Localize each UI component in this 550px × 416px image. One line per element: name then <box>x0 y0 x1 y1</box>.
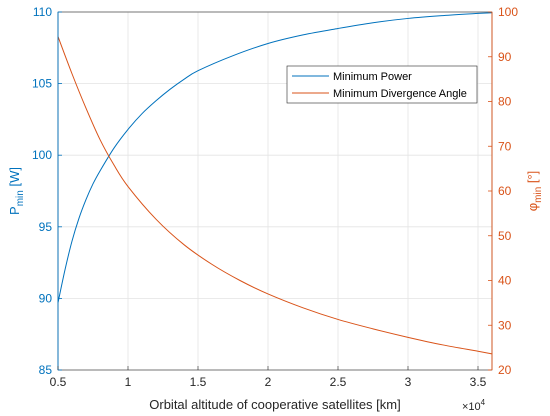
right-y-axis-label: φmin [°] <box>525 171 544 212</box>
right-y-tick-label: 80 <box>498 95 512 109</box>
right-y-tick-label: 100 <box>498 5 518 19</box>
series-line-minimum-divergence-angle <box>57 36 493 355</box>
left-y-tick-label: 100 <box>32 148 52 162</box>
plot-area-background <box>58 12 492 370</box>
x-tick-label: 2 <box>265 375 272 389</box>
right-y-tick-label: 50 <box>498 229 512 243</box>
x-tick-label: 3.5 <box>470 375 487 389</box>
right-y-tick-label: 20 <box>498 363 512 377</box>
right-y-tick-label: 70 <box>498 139 512 153</box>
series-layer <box>57 12 493 355</box>
x-tick-label: 0.5 <box>50 375 67 389</box>
left-y-axis-label: Pmin [W] <box>7 167 26 215</box>
x-axis-multiplier-exponent: 4 <box>481 398 486 407</box>
legend-box <box>286 65 478 104</box>
x-tick-label: 1 <box>125 375 132 389</box>
x-tick-label: 3 <box>405 375 412 389</box>
right-y-axis-label-main: φ <box>525 203 540 211</box>
series-line-minimum-power <box>57 12 493 303</box>
left-y-tick-label: 95 <box>39 220 53 234</box>
x-axis-label: Orbital altitude of cooperative satellit… <box>149 397 400 412</box>
legend-label-minimum-power: Minimum Power <box>333 71 412 83</box>
left-y-tick-label: 90 <box>39 291 53 305</box>
x-axis-multiplier: ×104 <box>462 398 486 413</box>
left-y-axis-label-main: P <box>7 206 22 215</box>
x-axis-multiplier-base: ×10 <box>462 401 481 413</box>
x-tick-label: 2.5 <box>330 375 347 389</box>
right-y-tick-label: 40 <box>498 274 512 288</box>
right-y-axis-label-sub: min <box>533 187 544 203</box>
right-y-tick-label: 30 <box>498 318 512 332</box>
right-y-axis-label-unit: [°] <box>525 171 540 187</box>
right-y-axis-ticks: 20 30 40 50 60 70 80 90 100 <box>488 5 518 377</box>
legend-label-minimum-divergence-angle: Minimum Divergence Angle <box>333 88 467 100</box>
left-y-axis-label-unit: [W] <box>7 167 22 190</box>
legend: Minimum Power Minimum Divergence Angle <box>286 65 478 104</box>
x-axis-ticks: 0.5 1 1.5 2 2.5 3 3.5 <box>50 366 487 389</box>
left-y-axis-ticks: 85 90 95 100 105 110 <box>32 5 62 377</box>
x-tick-label: 1.5 <box>190 375 207 389</box>
left-y-tick-label: 110 <box>33 5 52 19</box>
left-y-tick-label: 105 <box>32 77 52 91</box>
right-y-tick-label: 90 <box>498 50 512 64</box>
left-y-tick-label: 85 <box>39 363 53 377</box>
right-y-tick-label: 60 <box>498 184 512 198</box>
left-y-axis-label-sub: min <box>15 190 26 206</box>
